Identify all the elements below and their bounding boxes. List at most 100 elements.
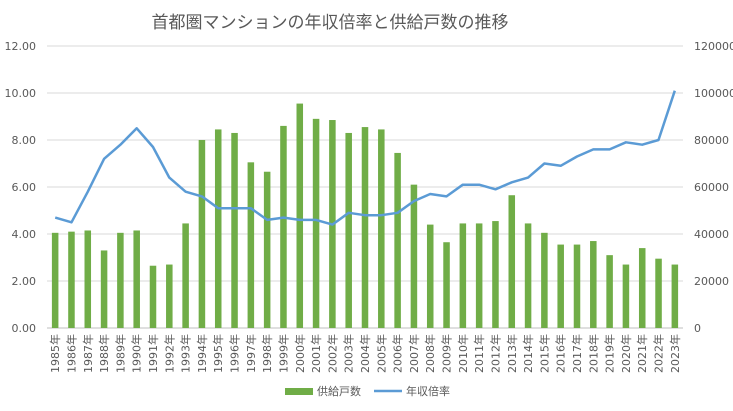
x-tick-label: 1986年 — [65, 334, 79, 373]
x-tick-label: 2001年 — [309, 334, 323, 373]
bar — [443, 242, 450, 328]
x-tick-label: 1992年 — [162, 334, 176, 373]
left-tick-label: 0.00 — [12, 322, 37, 335]
series-line — [54, 90, 676, 226]
x-tick-label: 2014年 — [521, 334, 535, 373]
right-tick-label: 120000 — [694, 40, 733, 53]
x-tick-label: 1994年 — [195, 334, 209, 373]
bar — [166, 264, 173, 328]
bar — [198, 140, 206, 328]
x-tick-label: 2006年 — [391, 334, 405, 373]
x-tick-label: 1991年 — [146, 334, 160, 373]
left-tick-label: 4.00 — [12, 228, 37, 241]
bar — [247, 162, 255, 328]
bar — [508, 195, 516, 328]
x-tick-label: 1993年 — [179, 334, 193, 373]
bar — [622, 264, 630, 328]
right-tick-label: 100000 — [694, 87, 733, 100]
legend-label-bar: 供給戸数 — [317, 384, 361, 398]
bar — [638, 248, 646, 328]
left-tick-label: 6.00 — [12, 181, 37, 194]
x-tick-label: 2011年 — [472, 334, 486, 373]
bar — [361, 127, 369, 328]
bar — [606, 255, 613, 328]
x-tick-label: 1990年 — [130, 334, 144, 373]
bar — [149, 265, 157, 328]
bar — [655, 258, 662, 328]
bar — [263, 171, 271, 328]
x-tick-label: 2023年 — [668, 334, 682, 373]
x-tick-label: 2012年 — [489, 334, 503, 373]
right-tick-label: 0 — [694, 322, 701, 335]
bar — [182, 223, 189, 328]
x-tick-label: 2019年 — [603, 334, 617, 373]
legend-label-line: 年収倍率 — [406, 384, 450, 398]
x-tick-label: 2016年 — [554, 334, 568, 373]
bar — [541, 232, 548, 328]
x-tick-label: 2007年 — [407, 334, 421, 373]
bar — [492, 221, 499, 328]
x-tick-label: 1995年 — [211, 334, 225, 373]
bar — [410, 184, 418, 328]
x-tick-label: 2002年 — [325, 334, 339, 373]
x-tick-label: 1985年 — [48, 334, 62, 373]
x-tick-label: 2020年 — [619, 334, 633, 373]
left-tick-label: 12.00 — [5, 40, 37, 53]
bar — [524, 223, 532, 328]
right-tick-label: 80000 — [694, 134, 729, 147]
bar — [475, 223, 483, 328]
bar — [378, 129, 385, 328]
bar — [671, 264, 679, 328]
x-tick-label: 1988年 — [97, 334, 111, 373]
x-tick-label: 2021年 — [635, 334, 649, 373]
bar — [394, 152, 401, 328]
x-tick-label: 1989年 — [113, 334, 127, 373]
x-tick-label: 2015年 — [537, 334, 551, 373]
x-tick-label: 2000年 — [293, 334, 307, 373]
x-tick-label: 2013年 — [505, 334, 519, 373]
x-tick-label: 2005年 — [374, 334, 388, 373]
left-tick-label: 10.00 — [5, 87, 37, 100]
legend-swatch-bar — [285, 388, 313, 395]
legend: 供給戸数 年収倍率 — [285, 384, 450, 398]
bar — [296, 103, 304, 328]
x-tick-label: 1999年 — [277, 334, 291, 373]
bar — [84, 230, 92, 328]
x-tick-label: 1997年 — [244, 334, 258, 373]
x-tick-label: 2010年 — [456, 334, 470, 373]
chart-title: 首都圏マンションの年収倍率と供給戸数の推移 — [152, 13, 509, 33]
bar — [214, 129, 222, 328]
bar — [590, 241, 597, 328]
x-tick-label: 2022年 — [652, 334, 666, 373]
bar — [280, 125, 287, 329]
bar — [426, 224, 434, 328]
x-tick-label: 1996年 — [228, 334, 242, 373]
bar — [68, 231, 75, 328]
line-series — [54, 90, 676, 226]
x-tick-label: 1998年 — [260, 334, 274, 373]
bar — [117, 232, 124, 328]
bar — [459, 223, 467, 328]
bar — [345, 132, 352, 328]
x-axis-ticks: 1985年 1986年 1987年 1988年 1989年 1990年 1991年 1992年… — [48, 334, 682, 373]
right-tick-label: 40000 — [694, 228, 729, 241]
bar — [573, 244, 581, 328]
left-tick-label: 2.00 — [12, 275, 37, 288]
x-tick-label: 2017年 — [570, 334, 584, 373]
x-tick-label: 2018年 — [586, 334, 600, 373]
x-tick-label: 2009年 — [440, 334, 454, 373]
bar — [231, 132, 238, 328]
x-tick-label: 1987年 — [81, 334, 95, 373]
bar — [51, 232, 59, 328]
left-axis-ticks: 0.00 2.00 4.00 6.00 8.00 10.00 12.00 — [5, 40, 37, 335]
right-tick-label: 60000 — [694, 181, 729, 194]
bar — [100, 250, 108, 328]
bar — [133, 230, 140, 328]
x-tick-label: 2003年 — [342, 334, 356, 373]
bar — [557, 244, 564, 328]
left-tick-label: 8.00 — [12, 134, 37, 147]
x-tick-label: 2004年 — [358, 334, 372, 373]
x-tick-label: 2008年 — [423, 334, 437, 373]
